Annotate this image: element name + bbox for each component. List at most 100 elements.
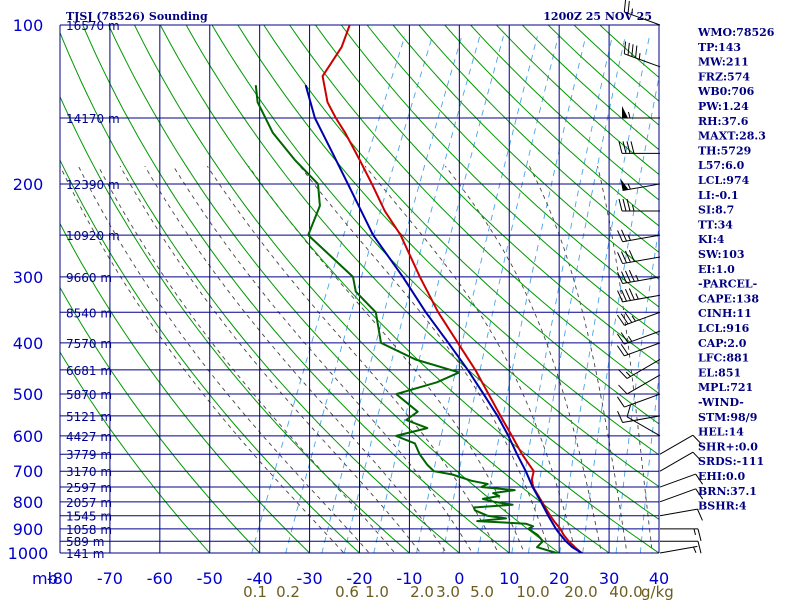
wind-barb-full [695,473,704,485]
wind-barb-staff [624,311,661,326]
wind-barb-full [617,290,624,303]
wind-barb-full [617,272,624,284]
temperature-tick-label: 10 [499,569,519,588]
wind-barb-half [693,546,697,553]
moist-adiabat [364,165,577,553]
index-value: TH:5729 [698,144,751,157]
dry-adiabat [263,25,659,425]
wind-barb [618,141,660,154]
moist-adiabat [444,165,602,553]
wind-barb [623,41,661,68]
height-label: 14170 m [66,112,120,126]
wind-barb-full [622,141,627,154]
wind-barb-full [628,288,635,300]
index-value: TP:143 [698,41,741,54]
mixing-ratio-line [251,36,406,553]
pressure-tick-label: 700 [13,462,44,481]
temperature-tick-label: -10 [396,569,422,588]
wind-barb [660,540,702,554]
mixing-ratio-line [442,36,559,553]
wind-barb-full [630,141,635,154]
index-value: SW:103 [698,248,745,261]
wind-barb-staff [659,545,698,554]
wind-barb-staff [622,183,661,192]
wind-barb-staff [622,294,661,303]
index-value: LCL:916 [698,322,750,335]
wind-barb-staff [659,473,696,488]
mixing-ratio-line [285,36,433,553]
wind-barb-full [620,332,629,344]
wind-barb [659,434,702,455]
index-value: WMO:78526 [697,26,775,39]
index-value: EL:851 [698,366,741,379]
height-label: 9660 m [66,271,112,285]
wind-barb-full [626,404,631,418]
wind-barb-half [638,53,641,60]
wind-barb-full [697,541,702,554]
moist-adiabat [77,165,370,553]
temperature-tick-label: -50 [197,569,223,588]
wind-barb-full [621,289,627,302]
wind-barb-full [616,333,625,345]
height-label: 1545 m [66,510,112,524]
wind-barb-staff [624,342,661,357]
pressure-tick-label: 100 [13,16,44,35]
wind-barb-half [627,183,631,190]
dry-adiabat [60,286,261,553]
dry-adiabat [289,25,659,395]
index-value: CAPE:138 [698,292,759,305]
mixing-ratio-label: 40.0 [609,583,642,600]
chart-time: 1200Z 25 NOV 25 [543,10,652,23]
dry-adiabat [82,25,511,553]
index-value: KI:4 [698,233,725,246]
dry-adiabat [366,25,659,308]
wind-barb [618,359,661,379]
index-value: TT:34 [698,218,733,231]
mixing-ratio-line [511,36,613,553]
index-value: MAXT:28.3 [698,130,766,143]
wind-barb-staff [626,374,661,395]
height-label: 2057 m [66,496,112,510]
height-label: 3170 m [66,465,112,479]
mixing-ratio-line [477,36,587,553]
wind-barb-half [635,274,639,281]
dry-adiabat [60,31,461,553]
dry-adiabat [133,25,611,553]
wind-barb [617,269,661,285]
pressure-unit-label: mb [32,569,58,588]
index-value: STM:98/9 [698,411,757,424]
temperature-tick-label: -30 [297,569,323,588]
index-value: SHR+:0.0 [698,440,758,453]
mixing-ratio-label: 1.0 [365,583,389,600]
wind-barb-full [696,508,703,521]
wind-barb-full [621,229,627,242]
index-value: LFC:881 [698,352,749,365]
height-label: 6681 m [66,364,112,378]
height-label: 141 m [66,547,104,561]
dry-adiabat [108,25,561,553]
wind-barb-pennant [620,178,629,191]
pressure-tick-label: 800 [13,493,44,512]
height-label: 5121 m [66,410,112,424]
wind-barb-staff [624,393,661,408]
wind-barb-staff [624,11,661,26]
index-value: LI:-0.1 [698,189,739,202]
dry-adiabat [521,25,659,151]
wind-barb-staff [626,359,661,379]
wind-barb-staff [622,276,661,285]
index-value: HEL:14 [698,426,744,439]
wind-barb-staff [622,415,661,424]
wind-barb [617,249,661,265]
index-value: BRN:37.1 [698,485,757,498]
pressure-tick-label: 1000 [8,544,49,563]
wind-barb-staff [659,488,696,503]
wind-barb-full [617,230,624,242]
wind-barb [622,105,660,119]
index-value: MW:211 [698,56,749,69]
dry-adiabat [237,25,659,456]
mixing-ratio-label: 20.0 [564,583,597,600]
wind-barb-half [627,335,633,342]
wind-barb-staff [622,234,661,243]
wind-barb [617,229,661,243]
